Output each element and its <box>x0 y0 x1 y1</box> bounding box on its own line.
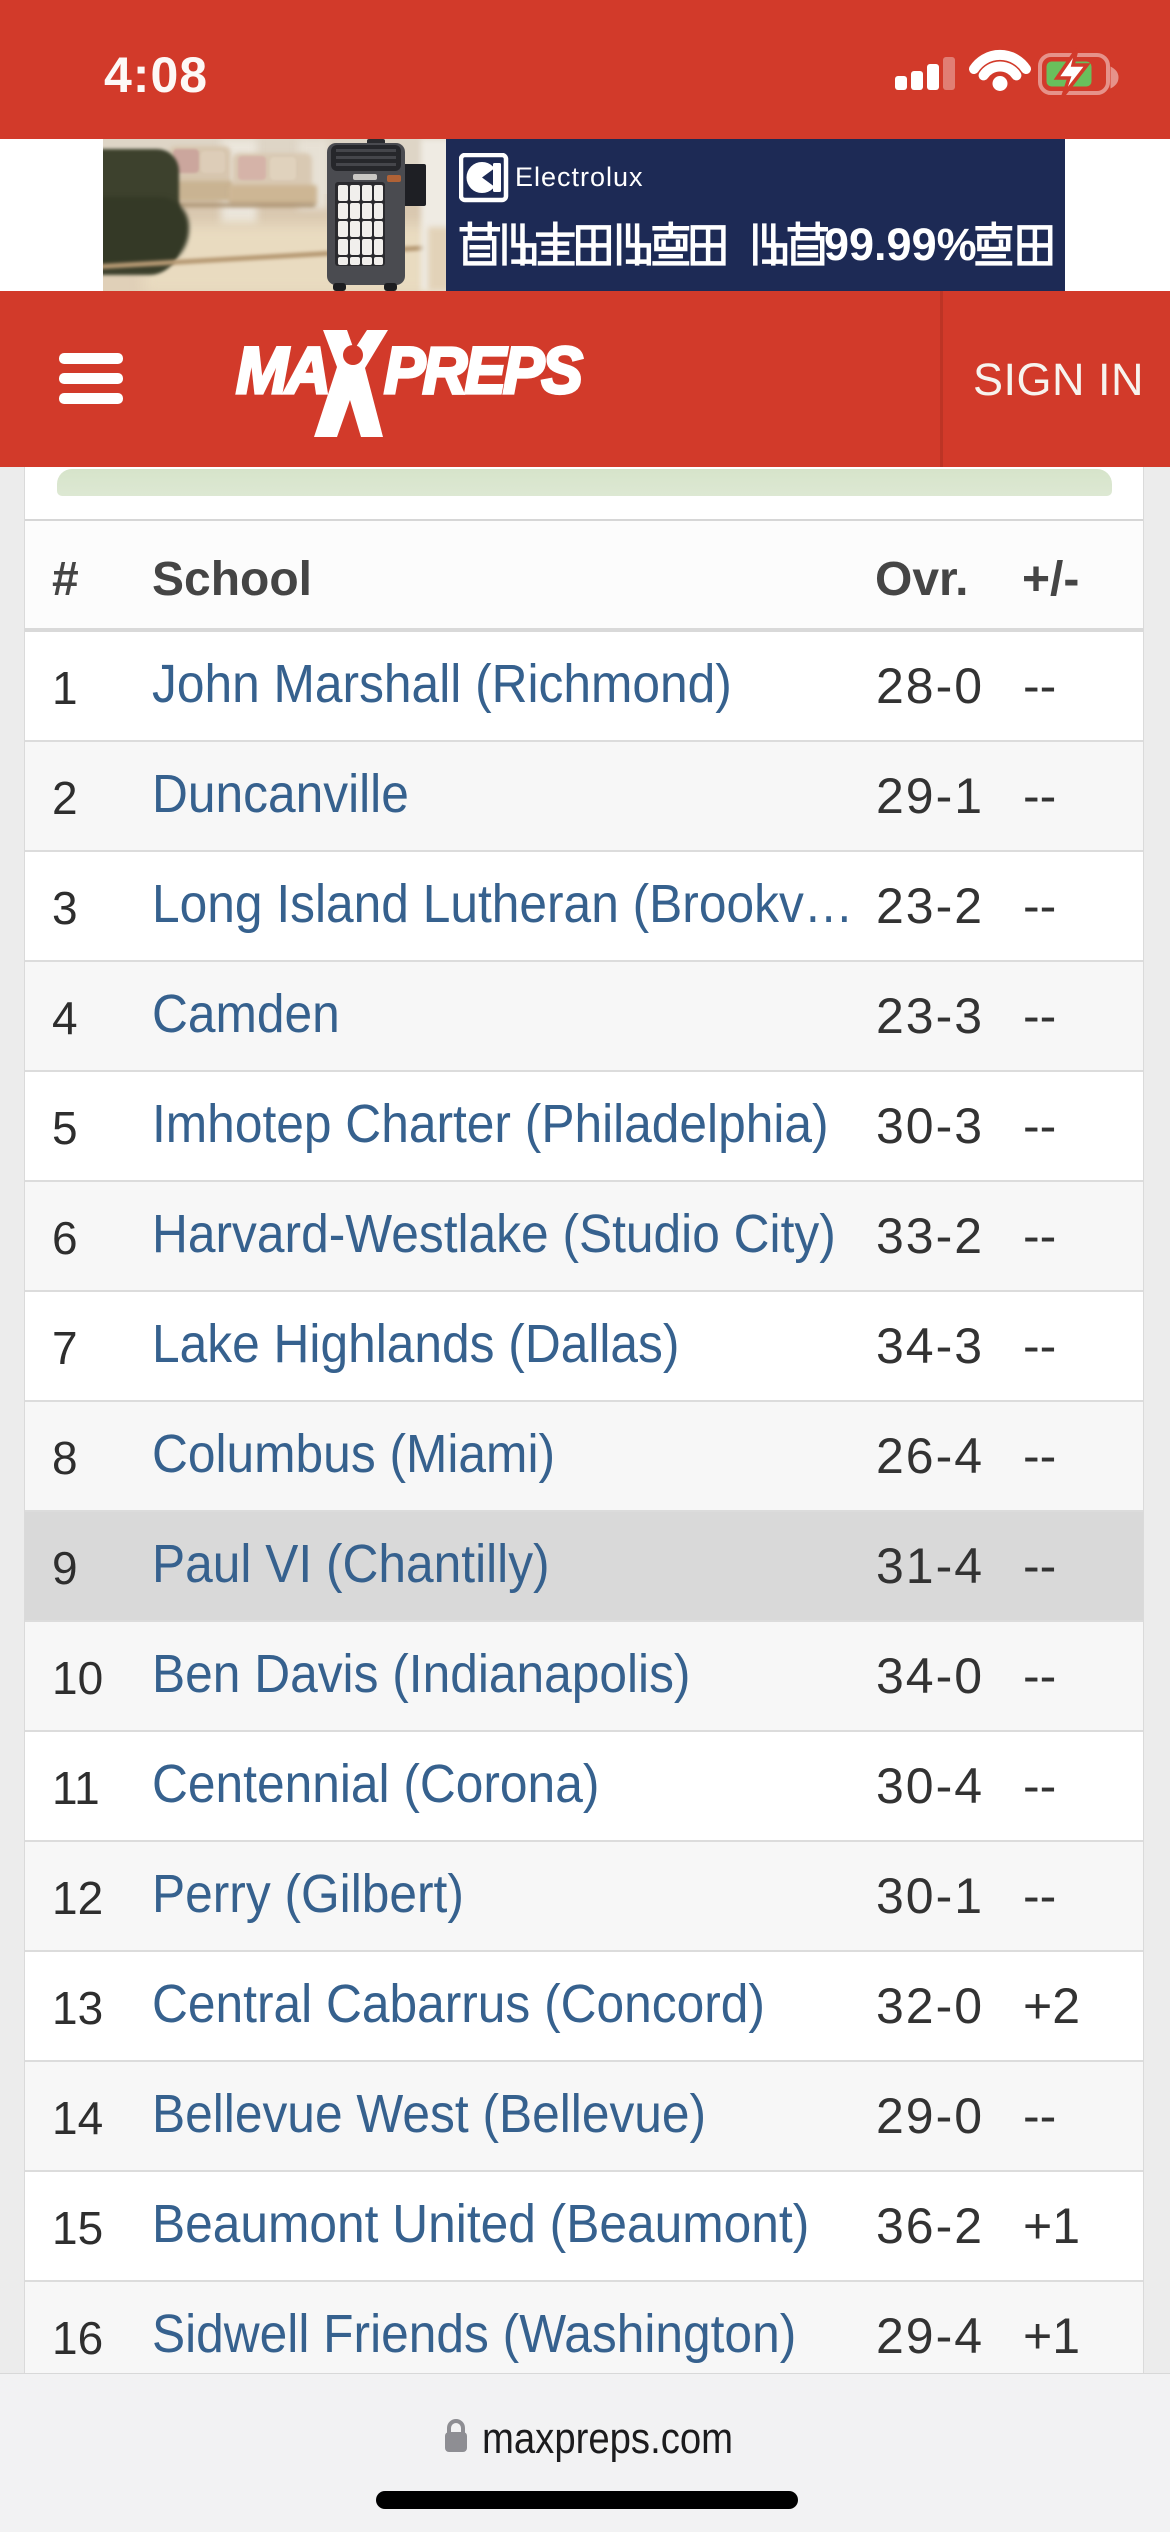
svg-text:PREPS: PREPS <box>384 333 583 407</box>
svg-text:99.99%: 99.99% <box>824 219 977 270</box>
svg-text:Electrolux: Electrolux <box>515 162 644 192</box>
svg-text:MA: MA <box>236 333 328 407</box>
